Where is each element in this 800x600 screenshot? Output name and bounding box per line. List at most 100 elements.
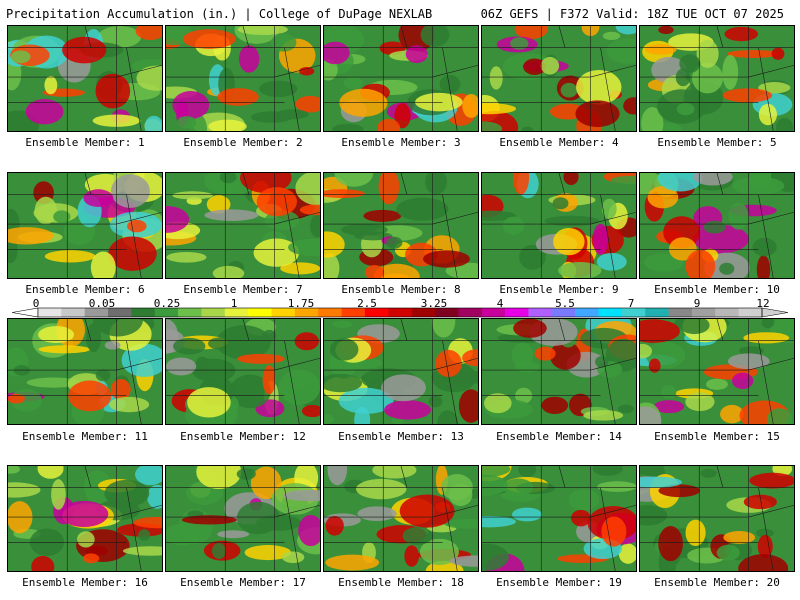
precip-field: [640, 466, 794, 571]
colorbar-swatch: [411, 308, 436, 317]
colorbar-swatch: [551, 308, 576, 317]
precip-field: [166, 173, 320, 278]
colorbar-swatch: [131, 308, 156, 317]
ensemble-map-panel: [165, 318, 321, 425]
ensemble-member-label: Ensemble Member: 8: [341, 283, 461, 296]
precip-field: [166, 26, 320, 131]
colorbar-tick-label: 2.5: [357, 297, 377, 310]
colorbar-swatch: [178, 308, 202, 317]
run-valid-time: 06Z GEFS | F372 Valid: 18Z TUE OCT 07 20…: [480, 7, 784, 21]
colorbar-swatch: [435, 308, 459, 317]
colorbar-tick-label: 7: [627, 297, 635, 310]
colorbar-swatch: [645, 308, 669, 317]
colorbar-tick-label: 1: [230, 297, 238, 310]
colorbar-tick-label: 1.75: [287, 297, 315, 310]
ensemble-map-panel: [7, 25, 163, 132]
ensemble-map-panel: [323, 172, 479, 279]
product-title: Precipitation Accumulation (in.) | Colle…: [6, 7, 433, 21]
colorbar-swatch: [668, 308, 693, 317]
colorbar-swatch: [61, 308, 85, 317]
colorbar-swatch: [108, 308, 132, 317]
ensemble-member-label: Ensemble Member: 3: [341, 136, 461, 149]
precip-field: [640, 319, 794, 424]
colorbar-swatch: [364, 308, 389, 317]
colorbar-swatch: [505, 308, 529, 317]
precip-field: [482, 319, 636, 424]
precip-field: [324, 26, 478, 131]
ensemble-member-label: Ensemble Member: 19: [496, 576, 622, 589]
colorbar-swatch: [341, 308, 366, 317]
colorbar-swatch: [154, 308, 179, 317]
precipitation-colorbar: [12, 307, 788, 318]
colorbar-swatch: [575, 308, 599, 317]
ensemble-map-panel: [639, 318, 795, 425]
precip-field: [640, 26, 794, 131]
ensemble-map-panel: [7, 318, 163, 425]
ensemble-member-label: Ensemble Member: 6: [25, 283, 145, 296]
ensemble-map-panel: [7, 172, 163, 279]
precip-field: [324, 466, 478, 571]
ensemble-map-panel: [7, 465, 163, 572]
colorbar-tick-label: 5.5: [555, 297, 575, 310]
ensemble-map-panel: [639, 172, 795, 279]
colorbar-swatch: [528, 308, 553, 317]
precip-field: [8, 26, 162, 131]
ensemble-map-panel: [639, 465, 795, 572]
ensemble-member-label: Ensemble Member: 5: [657, 136, 777, 149]
colorbar-tick-label: 0.05: [88, 297, 116, 310]
colorbar-swatch: [388, 308, 412, 317]
colorbar-swatch: [691, 308, 716, 317]
colorbar-swatch: [715, 308, 739, 317]
ensemble-member-label: Ensemble Member: 9: [499, 283, 619, 296]
precip-field: [324, 319, 478, 424]
colorbar-swatch: [621, 308, 646, 317]
ensemble-member-label: Ensemble Member: 18: [338, 576, 464, 589]
ensemble-member-label: Ensemble Member: 17: [180, 576, 306, 589]
precip-field: [166, 466, 320, 571]
ensemble-member-label: Ensemble Member: 15: [654, 430, 780, 443]
colorbar-tick-label: 0.25: [153, 297, 181, 310]
ensemble-member-label: Ensemble Member: 1: [25, 136, 145, 149]
precip-field: [8, 173, 162, 278]
colorbar-swatch: [458, 308, 483, 317]
precip-field: [8, 319, 162, 424]
ensemble-member-label: Ensemble Member: 16: [22, 576, 148, 589]
ensemble-map-panel: [481, 318, 637, 425]
colorbar-swatch: [598, 308, 623, 317]
colorbar-swatch: [271, 308, 296, 317]
ensemble-map-panel: [481, 172, 637, 279]
ensemble-map-panel: [165, 25, 321, 132]
ensemble-map-panel: [481, 465, 637, 572]
colorbar-tick-label: 4: [496, 297, 504, 310]
colorbar-tick-label: 0: [32, 297, 40, 310]
ensemble-member-label: Ensemble Member: 20: [654, 576, 780, 589]
precip-field: [640, 173, 794, 278]
ensemble-map-panel: [165, 172, 321, 279]
colorbar-swatch: [738, 308, 763, 317]
colorbar-swatch: [248, 308, 272, 317]
colorbar-swatch: [38, 308, 62, 317]
ensemble-map-panel: [323, 25, 479, 132]
colorbar-tick-label: 3.25: [420, 297, 448, 310]
colorbar-swatch: [84, 308, 109, 317]
colorbar-swatch: [481, 308, 506, 317]
precip-field: [482, 26, 636, 131]
ensemble-member-label: Ensemble Member: 13: [338, 430, 464, 443]
ensemble-map-panel: [165, 465, 321, 572]
ensemble-map-panel: [481, 25, 637, 132]
precip-field: [482, 466, 636, 571]
ensemble-map-panel: [639, 25, 795, 132]
ensemble-map-panel: [323, 465, 479, 572]
ensemble-member-label: Ensemble Member: 11: [22, 430, 148, 443]
colorbar-swatch: [201, 308, 226, 317]
ensemble-member-label: Ensemble Member: 10: [654, 283, 780, 296]
ensemble-member-label: Ensemble Member: 7: [183, 283, 303, 296]
ensemble-member-label: Ensemble Member: 4: [499, 136, 619, 149]
precip-field: [166, 319, 320, 424]
ensemble-member-label: Ensemble Member: 12: [180, 430, 306, 443]
colorbar-swatch: [224, 308, 249, 317]
colorbar-swatch: [318, 308, 342, 317]
precip-field: [482, 173, 636, 278]
colorbar-tick-label: 12: [756, 297, 770, 310]
precip-field: [8, 466, 162, 571]
